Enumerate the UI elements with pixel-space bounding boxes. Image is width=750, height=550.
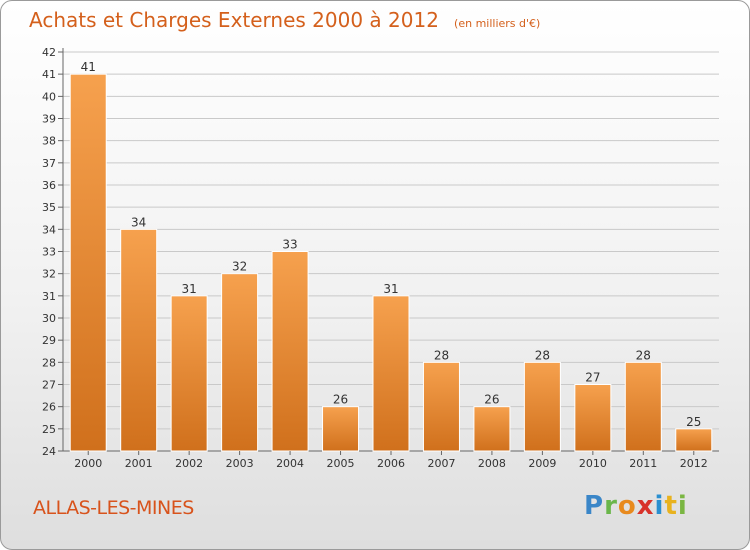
y-tick-label: 27 xyxy=(42,379,56,392)
data-label: 27 xyxy=(585,371,600,385)
logo-letter: r xyxy=(604,491,618,521)
bar-2004 xyxy=(271,251,309,452)
logo-letter: x xyxy=(636,491,655,521)
x-tick-label: 2010 xyxy=(579,457,607,470)
data-label: 26 xyxy=(333,393,348,407)
data-label: 31 xyxy=(383,282,398,296)
data-label: 31 xyxy=(182,282,197,296)
logo-letter: t xyxy=(664,491,678,521)
commune-name: ALLAS-LES-MINES xyxy=(33,497,194,519)
y-tick-label: 33 xyxy=(42,246,56,259)
bar-2007 xyxy=(422,361,460,452)
y-tick-label: 40 xyxy=(42,90,56,103)
data-labels: 41 34 31 32 33 26 31 28 26 28 27 28 25 xyxy=(81,60,702,429)
y-tick-label: 34 xyxy=(42,223,56,236)
bar-2011 xyxy=(624,361,662,452)
chart-title: Achats et Charges Externes 2000 à 2012 (… xyxy=(29,8,540,32)
y-tick-label: 35 xyxy=(42,201,56,214)
y-tick-label: 26 xyxy=(42,401,56,414)
data-label: 28 xyxy=(535,348,550,362)
data-label: 32 xyxy=(232,260,247,274)
y-tick-label: 42 xyxy=(42,46,56,59)
bar-2001 xyxy=(120,228,158,452)
bar-2012 xyxy=(675,428,713,452)
x-tick-label: 2004 xyxy=(276,457,304,470)
x-tick-label: 2006 xyxy=(377,457,405,470)
y-tick-label: 25 xyxy=(42,423,56,436)
bar-2005 xyxy=(322,406,360,452)
logo-letter: o xyxy=(617,491,637,521)
proxiti-logo: Proxiti xyxy=(584,491,688,521)
bar-2000 xyxy=(69,73,107,452)
y-tick-label: 41 xyxy=(42,68,56,81)
bar-2009 xyxy=(523,361,561,452)
data-label: 33 xyxy=(282,238,297,252)
data-label: 25 xyxy=(686,415,701,429)
y-tick-label: 39 xyxy=(42,113,56,126)
bar-2010 xyxy=(574,384,612,452)
x-tick-label: 2007 xyxy=(427,457,455,470)
data-label: 26 xyxy=(484,393,499,407)
x-tick-label: 2000 xyxy=(74,457,102,470)
x-tick-label: 2001 xyxy=(125,457,153,470)
x-tick-label: 2009 xyxy=(528,457,556,470)
x-tick-label: 2005 xyxy=(327,457,355,470)
logo-letter: P xyxy=(584,491,605,521)
x-tick-label: 2012 xyxy=(680,457,708,470)
logo-letter: i xyxy=(654,491,665,521)
y-tick-label: 37 xyxy=(42,157,56,170)
y-tick-label: 30 xyxy=(42,312,56,325)
y-axis-ticks: 24 25 26 27 28 29 30 31 32 33 34 35 36 37 38 39 40 41 42 xyxy=(42,46,63,458)
x-tick-label: 2011 xyxy=(629,457,657,470)
data-label: 41 xyxy=(81,60,96,74)
y-tick-label: 38 xyxy=(42,135,56,148)
data-label: 34 xyxy=(131,215,146,229)
y-tick-label: 24 xyxy=(42,445,56,458)
chart-title-main: Achats et Charges Externes 2000 à 2012 xyxy=(29,8,439,32)
data-label: 28 xyxy=(434,348,449,362)
bars xyxy=(69,73,713,452)
y-tick-label: 28 xyxy=(42,356,56,369)
y-tick-label: 31 xyxy=(42,290,56,303)
bar-2008 xyxy=(473,406,511,452)
y-tick-label: 32 xyxy=(42,268,56,281)
chart-unit-label: (en milliers d'€) xyxy=(454,17,541,30)
x-tick-label: 2008 xyxy=(478,457,506,470)
x-tick-label: 2003 xyxy=(226,457,254,470)
x-tick-label: 2002 xyxy=(175,457,203,470)
logo-letter: i xyxy=(677,491,688,521)
x-axis-ticks: 2000 2001 2002 2003 2004 2005 2006 2007 2008 2009… xyxy=(74,451,708,470)
y-tick-label: 29 xyxy=(42,334,56,347)
bar-2006 xyxy=(372,295,410,452)
bar-2002 xyxy=(170,295,208,452)
bar-2003 xyxy=(221,273,259,452)
data-label: 28 xyxy=(636,348,651,362)
y-tick-label: 36 xyxy=(42,179,56,192)
